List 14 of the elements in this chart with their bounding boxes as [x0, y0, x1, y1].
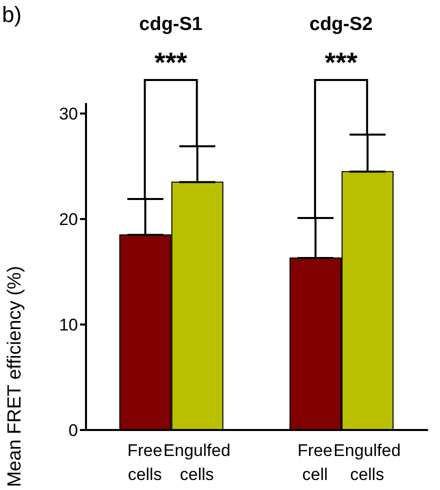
y-tick-label: 0	[68, 421, 78, 440]
text: ***	[324, 47, 358, 78]
y-axis-title: Mean FRET efficiency (%)	[4, 266, 26, 488]
x-tick-label: Engulfed cells	[334, 441, 401, 484]
y-tick-label: 30	[59, 104, 78, 124]
text: cdg-S1	[139, 14, 203, 35]
y-tick-label: 20	[59, 210, 78, 230]
x-tick-label: Engulfed cells	[163, 441, 230, 484]
text: ***	[154, 47, 188, 78]
text: cdg-S2	[309, 14, 373, 35]
x-tick-label: Free cells	[127, 441, 162, 484]
y-tick-label: 10	[59, 316, 78, 335]
x-tick-label: Free cell	[298, 441, 333, 484]
text: b)	[2, 2, 22, 27]
